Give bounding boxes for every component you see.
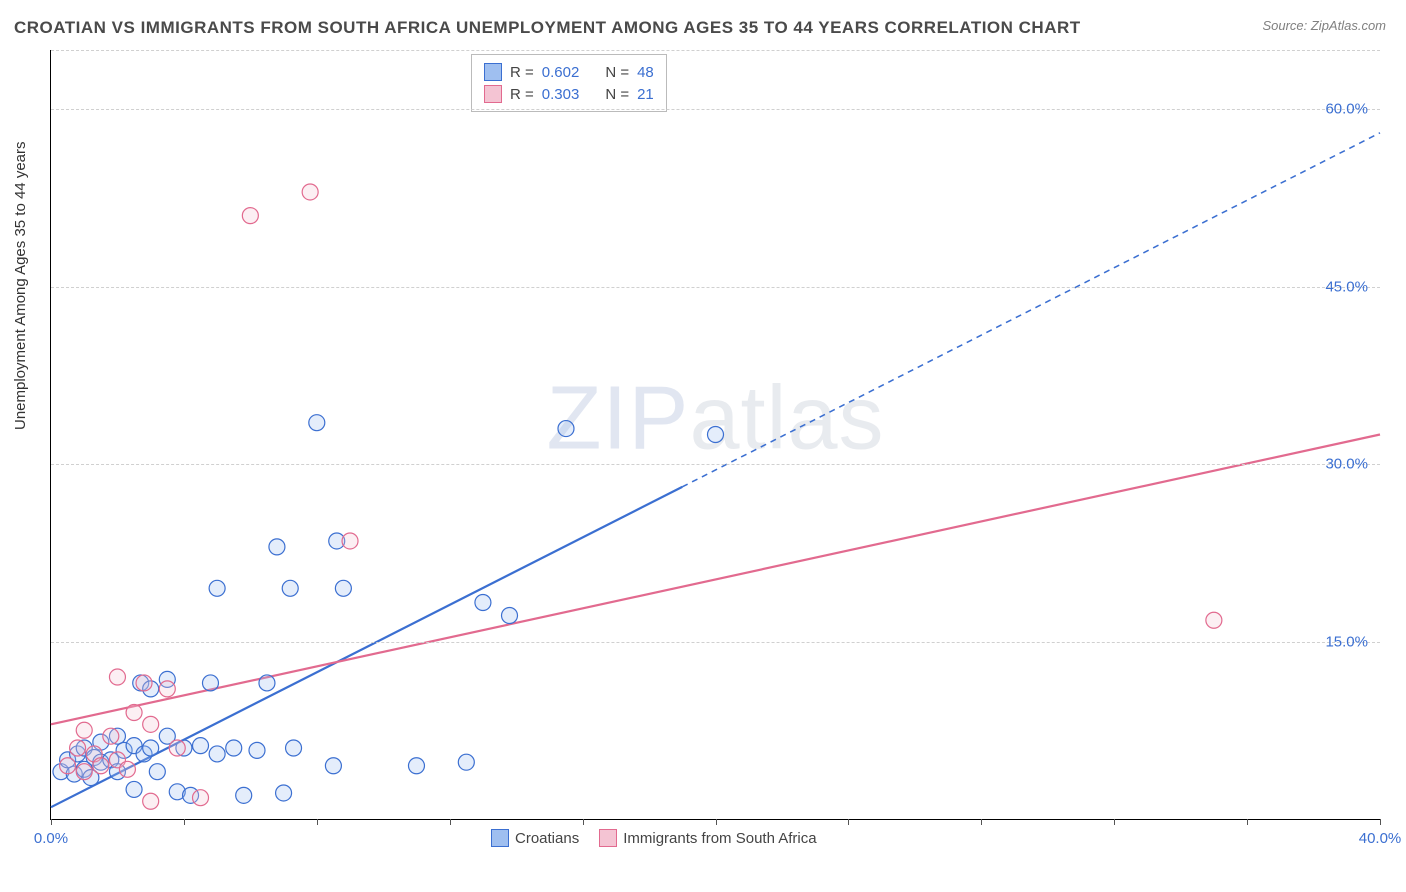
plot-area: ZIPatlas R = 0.602 N = 48 R = 0.303 N = … bbox=[50, 50, 1380, 820]
y-axis-label: Unemployment Among Ages 35 to 44 years bbox=[12, 141, 29, 430]
legend-item: Immigrants from South Africa bbox=[599, 829, 816, 847]
legend-item: Croatians bbox=[491, 829, 579, 847]
x-tick bbox=[716, 819, 717, 825]
x-tick bbox=[1114, 819, 1115, 825]
x-tick-label: 40.0% bbox=[1359, 830, 1402, 847]
x-tick bbox=[317, 819, 318, 825]
swatch-icon bbox=[599, 829, 617, 847]
y-tick-label: 45.0% bbox=[1325, 278, 1368, 295]
x-tick bbox=[450, 819, 451, 825]
x-tick-label: 0.0% bbox=[34, 830, 68, 847]
legend-series: Croatians Immigrants from South Africa bbox=[491, 829, 817, 847]
x-tick bbox=[583, 819, 584, 825]
gridline bbox=[51, 464, 1380, 465]
scatter-svg bbox=[51, 50, 1380, 819]
source-attribution: Source: ZipAtlas.com bbox=[1262, 18, 1386, 33]
gridline bbox=[51, 642, 1380, 643]
gridline bbox=[51, 109, 1380, 110]
gridline bbox=[51, 287, 1380, 288]
x-tick bbox=[51, 819, 52, 825]
x-tick bbox=[1247, 819, 1248, 825]
legend-label: Croatians bbox=[515, 830, 579, 847]
x-tick bbox=[1380, 819, 1381, 825]
x-tick bbox=[184, 819, 185, 825]
y-tick-label: 15.0% bbox=[1325, 633, 1368, 650]
x-tick bbox=[981, 819, 982, 825]
legend-label: Immigrants from South Africa bbox=[623, 830, 816, 847]
swatch-icon bbox=[491, 829, 509, 847]
y-tick-label: 60.0% bbox=[1325, 101, 1368, 118]
gridline bbox=[51, 50, 1380, 51]
y-tick-label: 30.0% bbox=[1325, 456, 1368, 473]
chart-container: CROATIAN VS IMMIGRANTS FROM SOUTH AFRICA… bbox=[0, 0, 1406, 892]
x-tick bbox=[848, 819, 849, 825]
chart-title: CROATIAN VS IMMIGRANTS FROM SOUTH AFRICA… bbox=[14, 18, 1081, 38]
